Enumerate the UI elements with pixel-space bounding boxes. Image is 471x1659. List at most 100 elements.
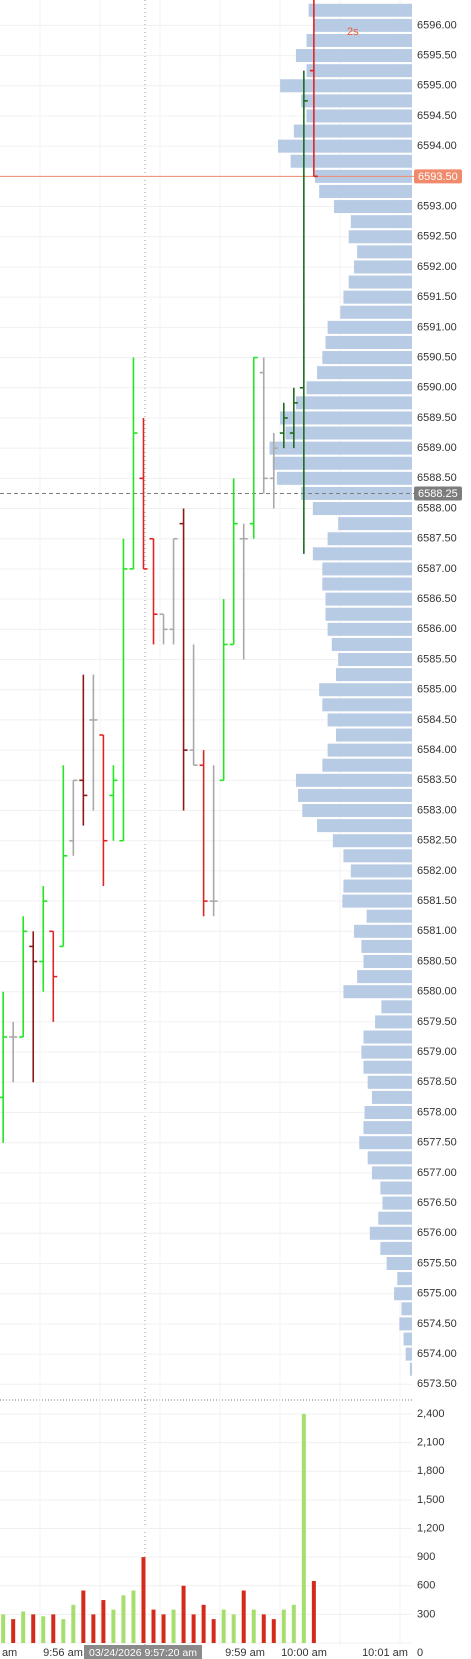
y-tick-label: 1,500 <box>417 1494 445 1506</box>
y-tick-label: 6575.50 <box>417 1257 457 1269</box>
volume-bar <box>131 1590 136 1643</box>
volume-bar <box>11 1619 16 1643</box>
profile-bar <box>403 1332 412 1346</box>
profile-bar <box>364 1106 412 1120</box>
profile-bar <box>280 79 412 93</box>
profile-bar <box>319 184 412 198</box>
profile-bar <box>359 1136 412 1150</box>
profile-bar <box>363 1121 412 1135</box>
volume-bar <box>101 1600 106 1643</box>
profile-bar <box>367 1075 412 1089</box>
y-tick-label: 6596.00 <box>417 19 457 31</box>
y-tick-label: 6584.50 <box>417 714 457 726</box>
profile-bar <box>338 653 412 667</box>
profile-bar <box>276 471 412 485</box>
volume-bar <box>311 1580 316 1643</box>
price-marker-label: 6588.25 <box>418 488 458 500</box>
profile-bar <box>269 441 412 455</box>
profile-bar <box>350 215 412 229</box>
price-marker-box <box>414 486 462 501</box>
profile-bar <box>405 1347 412 1361</box>
profile-bar <box>293 124 412 138</box>
profile-bar <box>394 1287 412 1301</box>
volume-bar <box>261 1614 266 1643</box>
profile-bar <box>285 426 412 440</box>
profile-bar <box>350 864 412 878</box>
profile-bar <box>306 64 412 78</box>
interval-label: 2s <box>347 26 359 38</box>
profile-bar <box>331 637 412 651</box>
volume-bar <box>191 1614 196 1643</box>
profile-bar <box>343 290 412 304</box>
y-tick-label: 6592.50 <box>417 231 457 243</box>
y-tick-label: 6580.00 <box>417 986 457 998</box>
profile-bar <box>322 698 412 712</box>
y-tick-label: 6589.50 <box>417 412 457 424</box>
profile-bar <box>319 683 412 697</box>
profile-bar <box>375 1015 412 1029</box>
volume-bar <box>211 1619 216 1643</box>
y-tick-label: 6587.50 <box>417 533 457 545</box>
y-tick-label: 6574.50 <box>417 1318 457 1330</box>
time-label: 10:00 am <box>281 1647 327 1659</box>
y-tick-label: 6579.00 <box>417 1046 457 1058</box>
y-tick-label: 6578.00 <box>417 1106 457 1118</box>
profile-bar <box>399 1317 412 1331</box>
y-tick-label: 6583.00 <box>417 804 457 816</box>
profile-bar <box>312 502 412 516</box>
y-tick-label: 6574.00 <box>417 1348 457 1360</box>
y-tick-label: 6587.00 <box>417 563 457 575</box>
volume-bar <box>121 1595 126 1643</box>
volume-bar <box>61 1619 66 1643</box>
time-label: 9:56 am <box>43 1647 83 1659</box>
volume-bar <box>171 1609 176 1643</box>
profile-bar <box>409 1362 412 1376</box>
price-marker-label: 6593.50 <box>418 171 458 183</box>
profile-bar <box>343 985 412 999</box>
profile-bar <box>301 94 412 108</box>
profile-bar <box>325 335 412 349</box>
y-tick-label: 6578.50 <box>417 1076 457 1088</box>
time-label: 03/24/2026 9:57:20 am <box>89 1647 197 1659</box>
profile-bar <box>317 366 412 380</box>
y-tick-label: 6591.50 <box>417 291 457 303</box>
volume-bar <box>51 1614 56 1643</box>
volume-bar <box>181 1585 186 1643</box>
profile-bar <box>363 1030 412 1044</box>
profile-bar <box>343 849 412 863</box>
profile-bar <box>322 758 412 772</box>
profile-bar <box>325 607 412 621</box>
profile-bar <box>327 320 412 334</box>
profile-bar <box>371 1090 412 1104</box>
profile-bar <box>313 18 412 32</box>
volume-bar <box>241 1590 246 1643</box>
profile-bar <box>325 592 412 606</box>
profile-bar <box>327 532 412 546</box>
profile-bar <box>322 577 412 591</box>
volume-bar <box>201 1604 206 1643</box>
volume-bar <box>21 1611 26 1643</box>
y-tick-label: 6594.00 <box>417 140 457 152</box>
y-tick-label: 6579.50 <box>417 1016 457 1028</box>
y-tick-label: 6595.00 <box>417 80 457 92</box>
profile-bar <box>302 804 412 818</box>
volume-bar <box>301 1413 306 1643</box>
y-tick-label: 6586.00 <box>417 623 457 635</box>
y-tick-label: 6576.50 <box>417 1197 457 1209</box>
profile-bar <box>295 396 412 410</box>
y-tick-label: 6584.00 <box>417 744 457 756</box>
profile-bar <box>397 1272 412 1286</box>
profile-bar <box>357 970 412 984</box>
volume-bar <box>161 1614 166 1643</box>
y-tick-label: 0 <box>417 1647 423 1659</box>
volume-bar <box>91 1614 96 1643</box>
profile-bar <box>386 1257 412 1271</box>
y-tick-label: 6582.50 <box>417 835 457 847</box>
profile-bar <box>306 33 412 47</box>
y-tick-label: 6594.50 <box>417 110 457 122</box>
y-tick-label: 900 <box>417 1551 435 1563</box>
volume-bar <box>71 1604 76 1643</box>
profile-bar <box>278 139 412 153</box>
profile-bar <box>378 1211 412 1225</box>
profile-bar <box>348 275 412 289</box>
